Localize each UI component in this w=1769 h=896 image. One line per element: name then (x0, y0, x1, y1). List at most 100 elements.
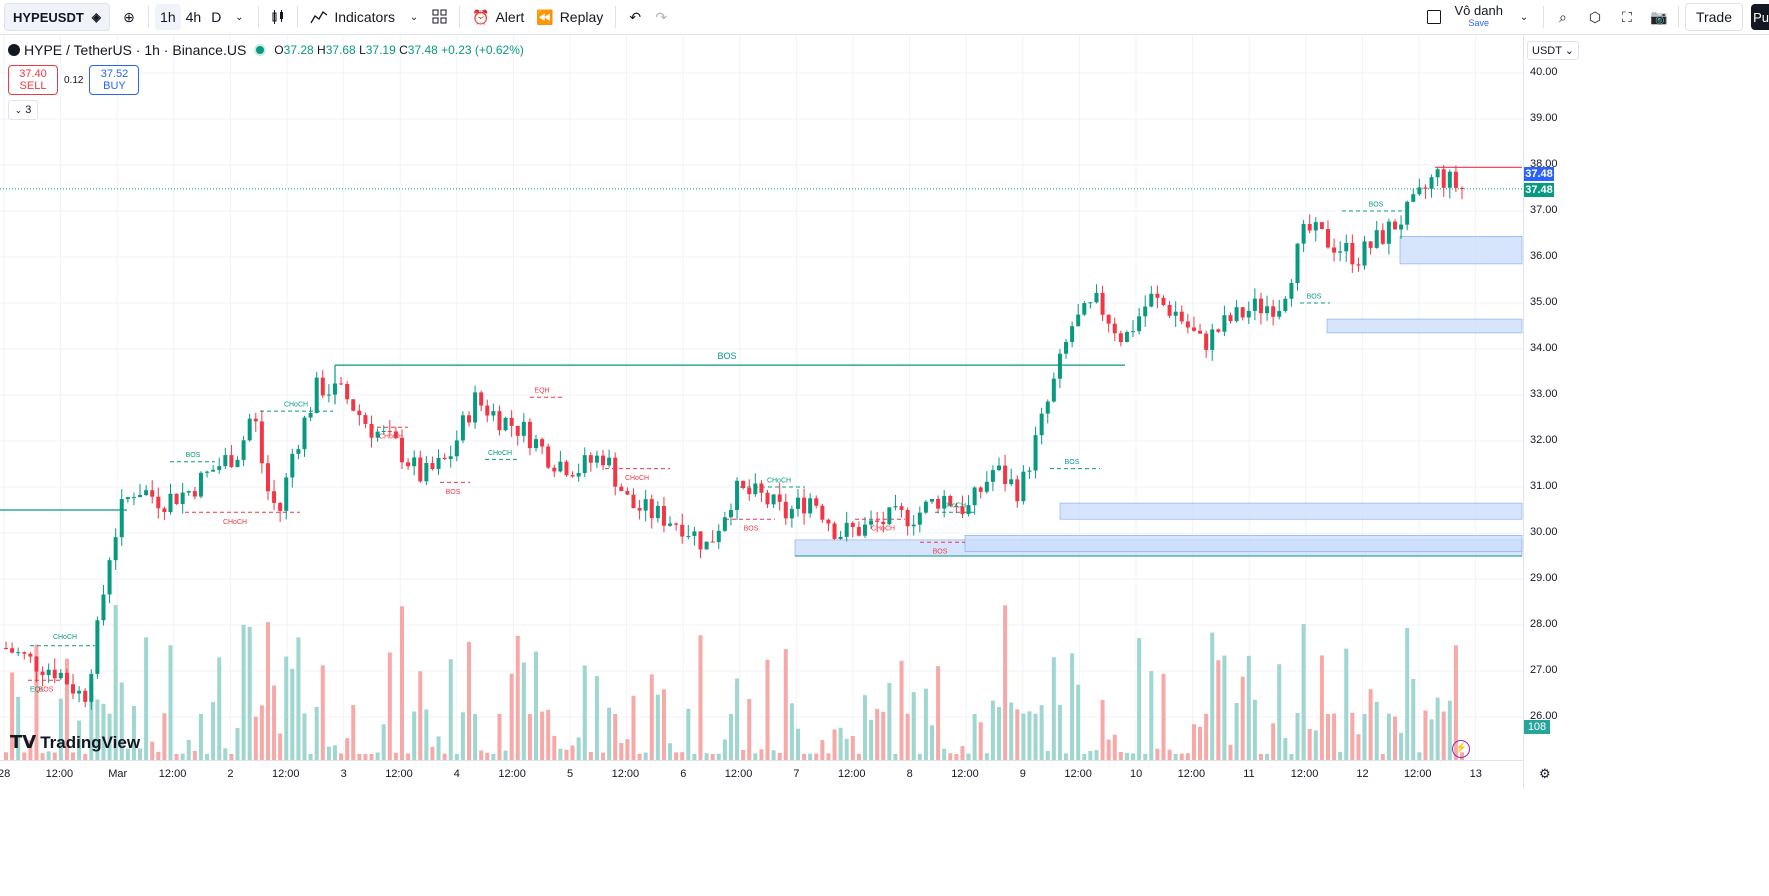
volume-bar (1429, 719, 1434, 760)
time-tick-label: 12:00 (1064, 768, 1092, 780)
timeframe-d[interactable]: D (211, 9, 222, 25)
volume-bar (1076, 684, 1081, 760)
candle-body (1417, 187, 1422, 195)
chart-grid (0, 35, 1523, 760)
currency-selector[interactable]: USDT ⌄ (1527, 41, 1580, 60)
candle-body (844, 522, 849, 537)
axis-settings-gear-icon[interactable]: ⚙ (1539, 766, 1551, 781)
indicators-button[interactable]: Indicators (304, 4, 401, 30)
symbol-search[interactable]: HYPEUSDT ◈ (4, 3, 111, 31)
volume-bar (783, 649, 788, 760)
candle-body (473, 392, 478, 423)
indicators-chevron-down-icon[interactable]: ⌄ (409, 11, 419, 23)
timeframe-chevron-down-icon[interactable]: ⌄ (235, 11, 244, 23)
time-tick-label: 12:00 (951, 768, 979, 780)
layout-square-icon[interactable] (1421, 4, 1447, 30)
time-axis[interactable]: 28 12:00 Mar 12:00 2 12:00 3 12:00 4 12:00 5 12:00 6… (0, 760, 1523, 791)
volume-bar (1021, 713, 1026, 760)
buy-button[interactable]: 37.52 BUY (89, 65, 140, 95)
alert-button[interactable]: ⏰ Alert (466, 4, 530, 30)
candle-body (174, 493, 179, 505)
candle-body (899, 506, 904, 510)
volume-bar (1118, 751, 1123, 760)
candle-body (1137, 316, 1142, 332)
indicators-collapse-button[interactable]: ⌄ 3 (8, 100, 38, 120)
candle-body (1185, 321, 1190, 328)
volume-bar (747, 699, 752, 760)
toolbar-divider (1677, 6, 1679, 28)
volume-bar (278, 733, 283, 760)
candle-style-icon[interactable] (265, 4, 291, 30)
structure-label: BOS (933, 549, 948, 556)
volume-bar (1137, 638, 1142, 760)
layout-save-label: Save (1468, 18, 1489, 28)
volume-bar (942, 748, 947, 760)
order-block-zone (964, 534, 1523, 552)
volume-bar (1313, 730, 1318, 760)
price-tick-label: 27.00 (1530, 664, 1558, 676)
candle-body (278, 502, 283, 511)
quick-search-icon[interactable]: ⌕ (1559, 8, 1567, 25)
timeframe-4h[interactable]: 4h (185, 9, 202, 25)
replay-button[interactable]: ⏪ Replay (530, 4, 609, 30)
candle-body (314, 377, 319, 414)
volume-bar (637, 753, 642, 760)
candle-body (1064, 341, 1069, 354)
volume-bar (28, 740, 33, 760)
sell-button[interactable]: 37.40 SELL (8, 65, 58, 95)
candle-body (1423, 187, 1428, 189)
candle-body (95, 620, 100, 674)
candle-body (1204, 333, 1209, 350)
templates-grid-icon[interactable] (427, 4, 453, 30)
series-title[interactable]: HYPE / TetherUS · 1h · Binance.US (24, 42, 247, 58)
volume-bar (351, 705, 356, 760)
volume-bar (728, 713, 733, 760)
fullscreen-icon[interactable]: ⛶ (1622, 8, 1632, 25)
volume-bar (655, 694, 660, 760)
settings-gear-icon[interactable]: ⬡ (1588, 8, 1602, 25)
volume-bar (1009, 702, 1014, 760)
structure-label: BOS (744, 526, 759, 533)
price-axis[interactable]: USDT ⌄ 37.48 37.48 108 40.00 39.00 38.00 37… (1523, 35, 1769, 789)
timeframe-1h[interactable]: 1h (155, 4, 181, 30)
candle-body (1380, 230, 1385, 244)
lightning-badge-icon[interactable]: ⚡ (1452, 740, 1470, 758)
volume-bar (1204, 713, 1209, 760)
compare-add-icon[interactable]: ⊕ (123, 8, 135, 25)
exchange-diamond-icon[interactable]: ◈ (91, 10, 102, 24)
volume-bar (1222, 655, 1227, 760)
volume-bar (168, 645, 173, 760)
candle-body (1252, 298, 1257, 311)
candle-body (948, 495, 953, 506)
candle-body (119, 499, 124, 538)
candle-body (10, 648, 15, 653)
candle-body (808, 498, 813, 514)
layout-chevron-down-icon[interactable]: ⌄ (1519, 11, 1529, 23)
candle-body (217, 466, 222, 470)
volume-bar (22, 752, 27, 760)
publish-button[interactable]: Pu (1751, 4, 1769, 30)
candle-body (1179, 311, 1184, 322)
candle-body (1100, 292, 1105, 315)
candle-body (625, 491, 630, 495)
structure-label: CHoCH (871, 526, 895, 533)
undo-icon[interactable]: ↶ (629, 8, 642, 25)
volume-bar (1179, 753, 1184, 760)
redo-icon[interactable]: ↷ (655, 8, 668, 25)
structure-label: CHoCH (223, 519, 247, 526)
screenshot-camera-icon[interactable]: 📷 (1650, 8, 1668, 25)
candle-body (211, 469, 216, 472)
price-chart[interactable]: BOS BOS CHoCH CHoCH CHoCH BOS CHoCH EQH CHoCH CHo… (0, 35, 1523, 760)
candle-body (1076, 314, 1081, 327)
volume-bar (881, 711, 886, 760)
ohlc-high-key: H (317, 43, 326, 57)
volume-bar (771, 750, 776, 760)
candle-body (856, 527, 861, 536)
volume-bar (1338, 751, 1343, 760)
layout-name-button[interactable]: Vô danh Save (1455, 4, 1503, 29)
volume-bar (844, 738, 849, 760)
trade-button[interactable]: Trade (1684, 3, 1743, 31)
candle-body (156, 496, 161, 509)
volume-bar (1057, 704, 1062, 760)
candle-body (198, 472, 203, 497)
